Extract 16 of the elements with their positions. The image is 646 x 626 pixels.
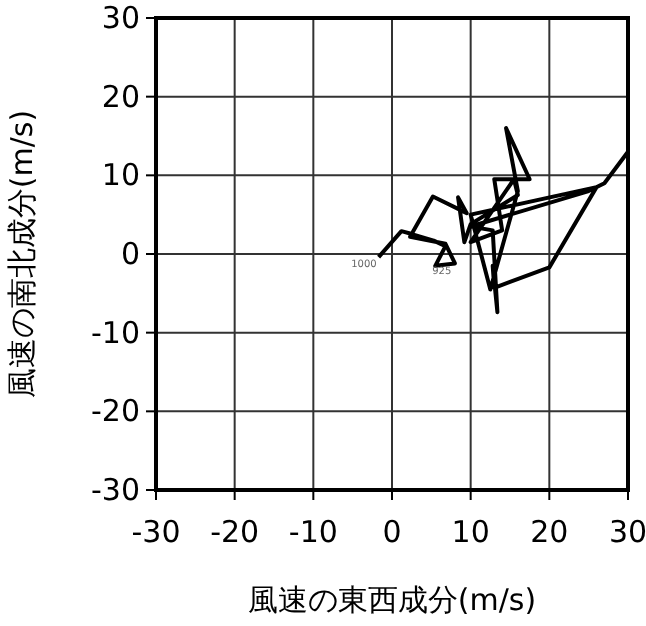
y-tick-label: 0 bbox=[120, 236, 140, 272]
y-tick-label: -20 bbox=[91, 393, 140, 430]
x-tick-label: -10 bbox=[288, 514, 338, 550]
x-tick-label: -20 bbox=[210, 514, 260, 550]
x-tick-label: 10 bbox=[451, 514, 490, 550]
y-axis-title: 風速の南北成分(m/s) bbox=[4, 109, 40, 399]
y-tick-label: 30 bbox=[101, 0, 140, 36]
x-axis-title: 風速の東西成分(m/s) bbox=[247, 582, 537, 618]
y-tick-label: -30 bbox=[91, 472, 140, 508]
x-tick-label: 20 bbox=[530, 514, 569, 550]
y-tick-label: 20 bbox=[101, 78, 140, 115]
x-tick-label: 30 bbox=[608, 514, 646, 550]
x-tick-label: -30 bbox=[131, 514, 181, 550]
y-tick-label: 10 bbox=[101, 157, 140, 194]
x-tick-label: 0 bbox=[382, 514, 402, 550]
y-tick-label: -10 bbox=[91, 314, 140, 351]
